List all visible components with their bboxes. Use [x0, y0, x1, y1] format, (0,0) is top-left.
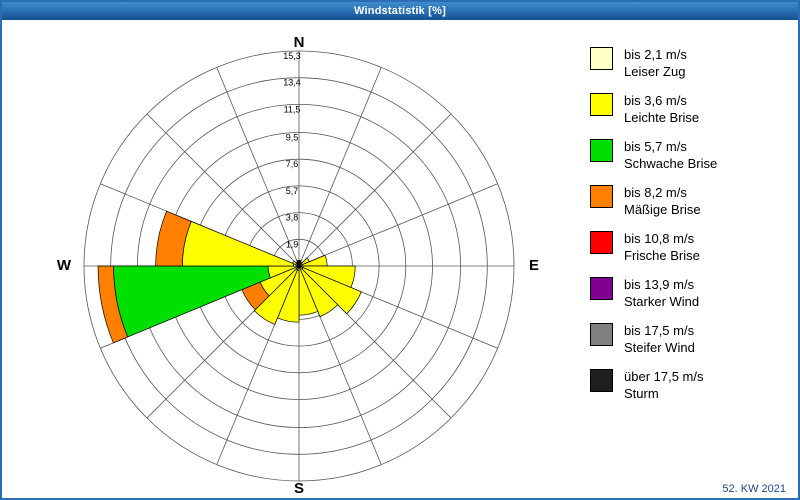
ring-label: 7,6	[286, 159, 299, 169]
ring-label: 11,5	[284, 104, 301, 114]
compass-s: S	[294, 480, 304, 497]
ring-label: 15,3	[283, 51, 301, 61]
legend-speed: bis 13,9 m/s	[624, 277, 695, 292]
legend-speed: bis 17,5 m/s	[624, 323, 695, 338]
wind-sector-wsw-c4	[97, 265, 129, 344]
calendar-week-label: 52. KW 2021	[722, 483, 786, 495]
ring-label: 1,9	[286, 239, 299, 249]
legend-item: bis 13,9 m/s Starker Wind	[590, 276, 790, 310]
legend-name: Steifer Wind	[624, 340, 695, 355]
title-bar[interactable]: Windstatistik [%]	[2, 2, 798, 20]
legend-swatch-storm	[590, 369, 613, 392]
wind-sector-se-c2	[298, 265, 339, 318]
legend-swatch-calm	[590, 47, 613, 70]
wind-sector-ssw-c2	[253, 268, 298, 325]
wind-sector-nnw-c8	[296, 260, 300, 267]
legend-swatch-fresh-breeze	[590, 231, 613, 254]
wind-sector-ese-c2	[301, 267, 362, 315]
legend-swatch-stiff-wind	[590, 323, 613, 346]
legend-item: bis 2,1 m/s Leiser Zug	[590, 46, 790, 80]
compass-e: E	[529, 257, 539, 274]
ring-label: 9,5	[286, 133, 299, 143]
legend-swatch-moderate-breeze	[590, 185, 613, 208]
legend-name: Mäßige Brise	[624, 202, 701, 217]
legend-item: bis 17,5 m/s Steifer Wind	[590, 322, 790, 356]
legend-speed: bis 8,2 m/s	[624, 185, 687, 200]
wind-rose-chart: 1,9 3,8 5,7 7,6 9,5 11,5 13,4 15,3 N E S W	[57, 34, 539, 497]
legend-name: Sturm	[624, 386, 659, 401]
legend-name: Schwache Brise	[624, 156, 718, 171]
legend: bis 2,1 m/s Leiser Zug bis 3,6 m/s Leich…	[590, 46, 790, 414]
legend-name: Frische Brise	[624, 248, 700, 263]
compass-n: N	[294, 34, 305, 51]
legend-swatch-strong-wind	[590, 277, 613, 300]
legend-item: bis 5,7 m/s Schwache Brise	[590, 138, 790, 172]
compass-w: W	[57, 257, 72, 274]
ring-label: 3,8	[286, 213, 299, 223]
legend-name: Leiser Zug	[624, 64, 686, 79]
legend-swatch-light-breeze	[590, 93, 613, 116]
legend-item: bis 10,8 m/s Frische Brise	[590, 230, 790, 264]
legend-speed: bis 10,8 m/s	[624, 231, 695, 246]
legend-name: Leichte Brise	[624, 110, 700, 125]
window-title: Windstatistik [%]	[354, 5, 446, 17]
ring-label: 13,4	[283, 78, 301, 88]
legend-name: Starker Wind	[624, 294, 700, 309]
legend-speed: bis 3,6 m/s	[624, 93, 687, 108]
ring-labels: 1,9 3,8 5,7 7,6 9,5 11,5 13,4 15,3	[283, 51, 301, 249]
wind-sector-w-c4	[155, 210, 192, 267]
legend-speed: bis 2,1 m/s	[624, 47, 687, 62]
ring-label: 5,7	[286, 186, 299, 196]
legend-speed: über 17,5 m/s	[624, 369, 704, 384]
legend-item: über 17,5 m/s Sturm	[590, 368, 790, 402]
legend-item: bis 3,6 m/s Leichte Brise	[590, 92, 790, 126]
legend-swatch-gentle-breeze	[590, 139, 613, 162]
legend-speed: bis 5,7 m/s	[624, 139, 687, 154]
wind-rose-wedges	[97, 210, 362, 344]
legend-item: bis 8,2 m/s Mäßige Brise	[590, 184, 790, 218]
